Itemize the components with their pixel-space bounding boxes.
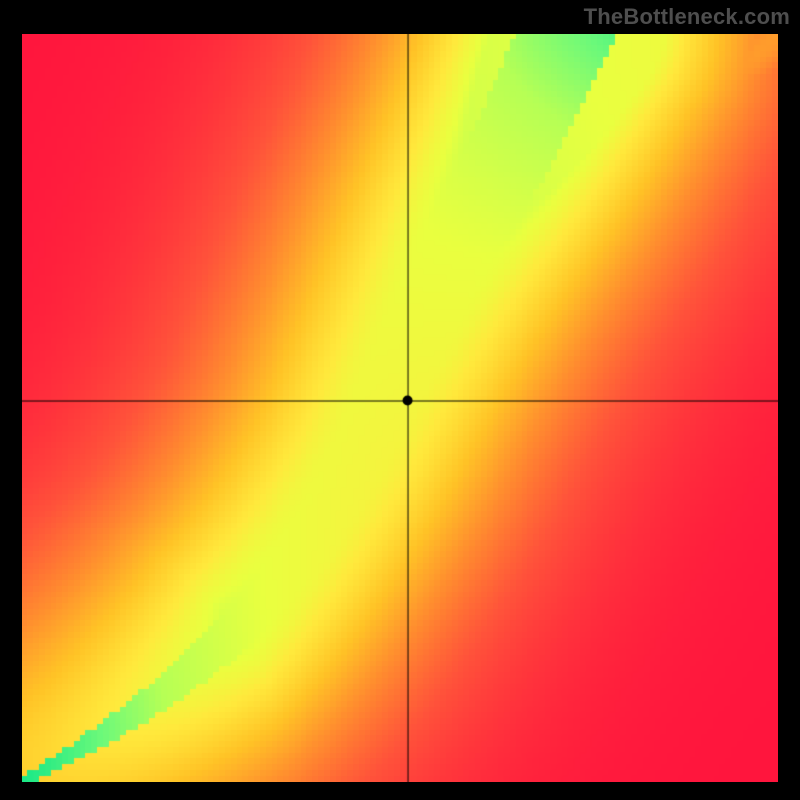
heatmap-canvas bbox=[22, 34, 778, 782]
watermark-text: TheBottleneck.com bbox=[584, 4, 790, 30]
